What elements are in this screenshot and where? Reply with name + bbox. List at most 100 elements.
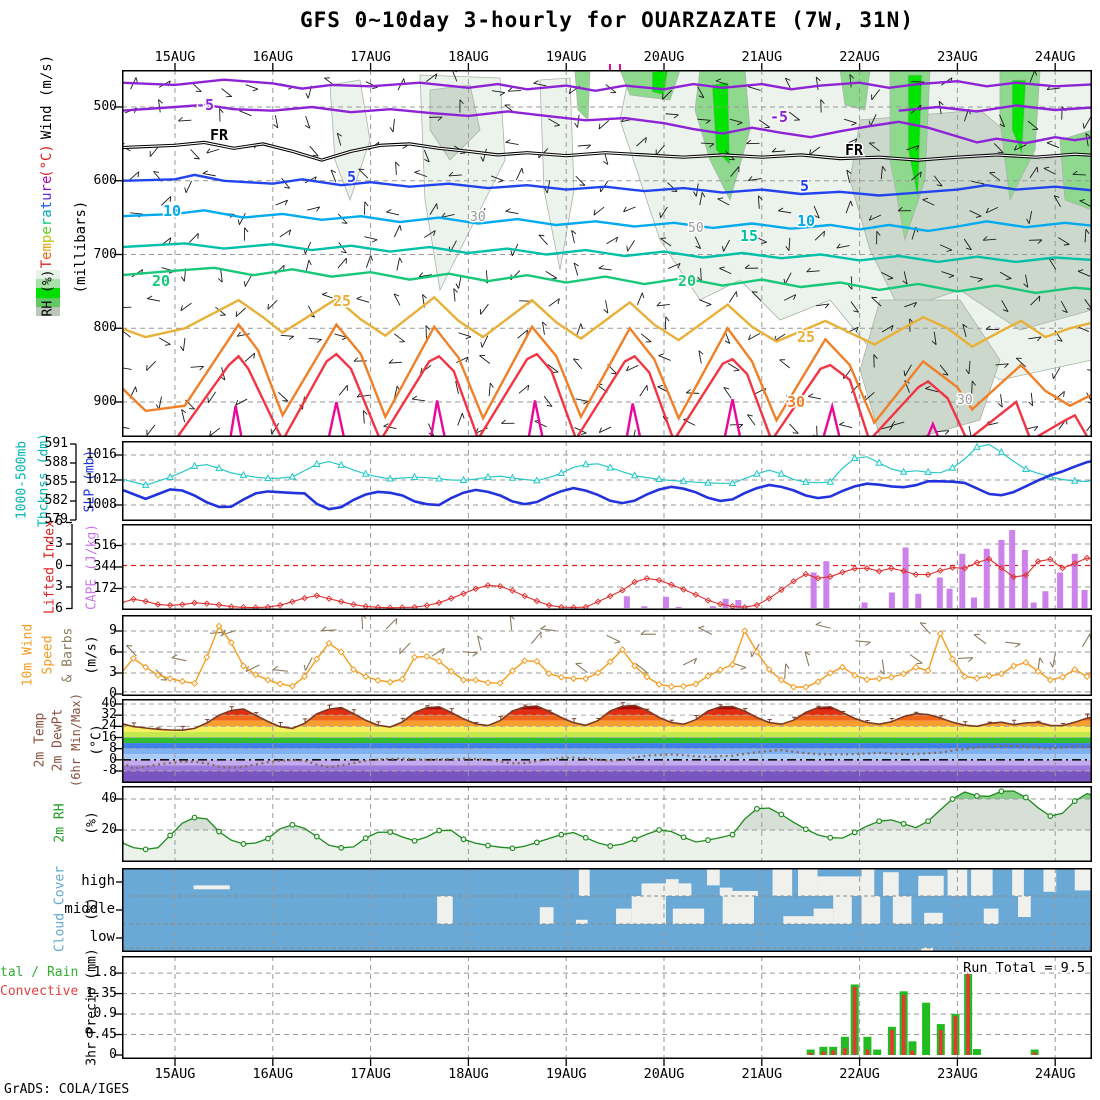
li-tick: -3 (47, 535, 63, 551)
thickness-tick: 579 (44, 511, 68, 527)
precip-tick: 0.45 (85, 1026, 117, 1042)
date-label-top: 18AUG (448, 49, 489, 65)
t2m-label-2: 2m DewPt (50, 708, 66, 772)
li-tick: 6 (55, 600, 63, 616)
date-label-bottom: 23AUG (937, 1066, 978, 1082)
t2m-tick: 0 (109, 751, 117, 767)
barbs-label: & Barbs (60, 627, 76, 683)
rh-shading-legend (36, 270, 60, 316)
date-label-top: 23AUG (937, 49, 978, 65)
wind10-label-2: Speed (40, 635, 56, 675)
pressure-tick: 800 (93, 320, 117, 336)
contour-label: 25 (333, 292, 351, 310)
contour-label: -5 (196, 96, 214, 114)
date-label-top: 15AUG (154, 49, 196, 65)
thickness-tick: 591 (44, 436, 68, 451)
date-label-bottom: 15AUG (154, 1066, 196, 1082)
date-label-bottom: 20AUG (643, 1066, 685, 1082)
cloud-row-label: high (81, 873, 115, 889)
wind10-unit-label: (m/s) (84, 635, 100, 675)
contour-label: 30 (957, 393, 973, 408)
slp-tick: 1016 (85, 447, 117, 462)
t2m-tick: 16 (101, 729, 117, 745)
contour-label: 10 (163, 202, 181, 220)
pressure-panel: -5 -5 FR FR 5 5 10 10 15 20 20 25 25 30 30 50 30 (122, 70, 1092, 437)
wind10-panel (122, 615, 1092, 696)
contour-label: 30 (787, 393, 805, 411)
thickness-tick: 582 (44, 492, 68, 508)
pressure-tick: 700 (93, 246, 117, 262)
date-label-top: 17AUG (350, 49, 391, 65)
t2m-label-1: 2m Temp (32, 712, 48, 768)
slp-tick: 1008 (85, 497, 117, 512)
rh-tick: 40 (101, 791, 117, 806)
contour-label: 20 (678, 272, 696, 290)
precip-tick: 1.8 (93, 965, 117, 981)
date-label-bottom: 21AUG (741, 1066, 783, 1082)
cape-tick: 172 (93, 580, 117, 596)
pressure-tick: 900 (93, 394, 117, 409)
date-label-bottom: 19AUG (545, 1066, 587, 1082)
contour-label: 5 (347, 168, 356, 186)
rh2m-unit-label: (%) (84, 811, 100, 835)
contour-label: -5 (770, 108, 788, 126)
rh2m-label: 2m RH (52, 803, 68, 843)
date-label-bottom: 17AUG (350, 1066, 391, 1082)
li-tick: -6 (47, 514, 63, 530)
contour-label: 20 (152, 272, 170, 290)
contour-label: 5 (800, 177, 809, 195)
cloud-row-label: low (89, 929, 115, 945)
contour-label: 25 (797, 328, 815, 346)
page-title: GFS 0~10day 3-hourly for OUARZAZATE (7W,… (300, 8, 914, 32)
precip-tick: 0 (109, 1047, 117, 1062)
cloud-row-label: middle (64, 901, 115, 917)
date-label-top: 19AUG (545, 49, 587, 65)
t2m-tick: 32 (101, 707, 117, 723)
date-label-bottom: 16AUG (252, 1066, 294, 1082)
date-label-bottom: 24AUG (1034, 1066, 1076, 1082)
pressure-axis-label: (millibars) (73, 200, 89, 294)
date-label-top: 20AUG (643, 49, 685, 65)
contour-label: 15 (740, 227, 758, 245)
thickness-tick: 585 (44, 473, 68, 489)
thickness-label-1: 1000-500mb (14, 440, 30, 520)
rain-legend-label: tal / Rain (0, 965, 79, 980)
wind-tick: 6 (109, 644, 117, 659)
li-tick: 0 (55, 557, 63, 573)
wind-tick: 9 (109, 623, 117, 638)
cape-tick: 344 (93, 559, 117, 574)
wind10-label-1: 10m Wind (20, 623, 36, 687)
t2m-panel (122, 699, 1092, 783)
li-tick: 3 (55, 579, 63, 594)
t2m-tick: 24 (101, 718, 117, 734)
contour-label: FR (845, 141, 864, 159)
date-label-top: 16AUG (252, 49, 294, 65)
precip-tick: 0.9 (93, 1006, 117, 1022)
pressure-tick: 600 (93, 172, 117, 188)
t2m-tick: 40 (101, 696, 117, 711)
t2m-tick: -8 (101, 763, 117, 779)
convective-legend-label: Convective (0, 984, 79, 999)
run-total-label: Run Total = 9.5 (963, 960, 1085, 976)
cloud-panel (122, 868, 1092, 952)
contour-label: 10 (797, 212, 815, 230)
wind-axis-label: Wind (m/s) (39, 54, 55, 140)
date-label-bottom: 18AUG (448, 1066, 489, 1082)
rh-tick: 20 (101, 822, 117, 837)
rh2m-panel (122, 786, 1092, 862)
cape-tick: 516 (93, 537, 117, 553)
wind-tick: 3 (109, 665, 117, 680)
date-label-top: 24AUG (1034, 49, 1076, 65)
thickness-tick: 588 (44, 454, 68, 470)
t2m-tick: 8 (109, 740, 117, 756)
date-label-top: 22AUG (839, 49, 880, 65)
wind-tick: 0 (109, 686, 117, 701)
date-label-top: 21AUG (741, 49, 783, 65)
contour-label: 50 (688, 221, 704, 236)
precip-panel: Run Total = 9.5 (122, 956, 1092, 1059)
contour-label: FR (210, 126, 229, 144)
slp-tick: 1012 (85, 472, 117, 487)
contour-label: 30 (470, 210, 486, 225)
